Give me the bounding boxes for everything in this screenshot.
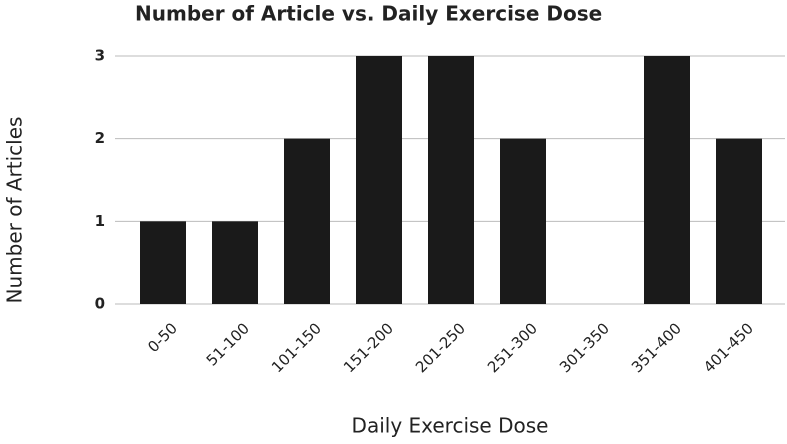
y-tick-label: 1 <box>95 212 105 230</box>
y-axis-label: Number of Articles <box>3 117 27 304</box>
y-tick-label: 0 <box>95 295 105 313</box>
x-tick-label: 251-300 <box>484 319 541 376</box>
bar <box>356 56 402 304</box>
bar <box>644 56 690 304</box>
bar <box>428 56 474 304</box>
x-tick-label: 151-200 <box>340 319 397 376</box>
y-tick-label: 3 <box>95 47 105 65</box>
x-tick-label: 351-400 <box>628 319 685 376</box>
x-tick-label: 301-350 <box>556 319 613 376</box>
bar <box>500 138 546 304</box>
x-tick-label: 201-250 <box>412 319 469 376</box>
x-tick-label: 0-50 <box>144 319 181 356</box>
bar <box>716 138 762 304</box>
x-axis-label: Daily Exercise Dose <box>352 414 549 438</box>
y-tick-label: 2 <box>95 129 105 147</box>
bar <box>284 138 330 304</box>
bar <box>212 221 258 304</box>
x-tick-label: 51-100 <box>203 319 253 369</box>
bar <box>140 221 186 304</box>
x-tick-label: 101-150 <box>268 319 325 376</box>
x-tick-label: 401-450 <box>700 319 757 376</box>
chart-title: Number of Article vs. Daily Exercise Dos… <box>135 2 602 26</box>
